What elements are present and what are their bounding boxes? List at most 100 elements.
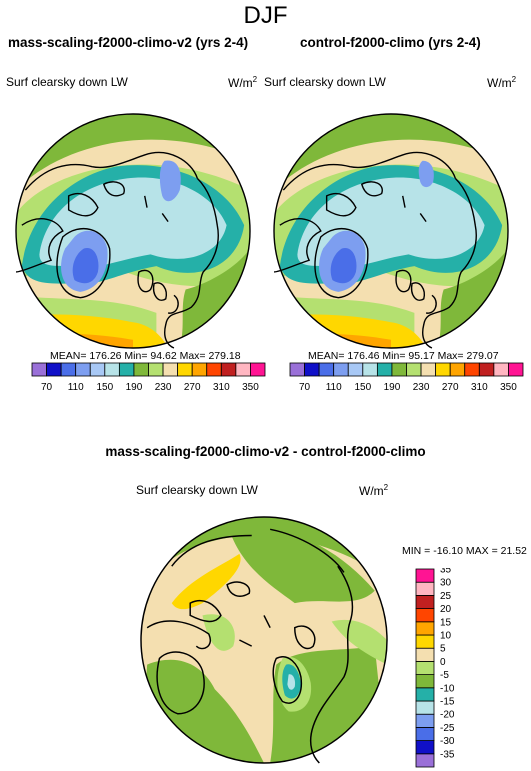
- colorbar-tick-label: 15: [440, 617, 452, 628]
- colorbar-swatch: [104, 362, 120, 377]
- map-field-zone: [202, 614, 235, 651]
- polar-map-test: [15, 113, 251, 349]
- map-field-zone: [227, 523, 375, 604]
- colorbar-tick-label: 70: [299, 382, 311, 393]
- colorbar-tick-label: -15: [440, 697, 455, 708]
- colorbar-swatch: [415, 687, 435, 702]
- colorbar-swatch: [415, 700, 435, 715]
- map-field-zone: [287, 674, 296, 690]
- colorbar-tick-label: 110: [68, 382, 84, 393]
- colorbar-swatch: [333, 362, 349, 377]
- colorbar-tick-label: 25: [440, 591, 452, 602]
- colorbar-tick-label: 70: [41, 382, 53, 393]
- colorbar-swatch: [250, 362, 266, 377]
- colorbar-swatch: [415, 621, 435, 636]
- colorbar-swatch: [206, 362, 222, 377]
- colorbar-swatch: [31, 362, 47, 377]
- colorbar-swatch: [415, 713, 435, 728]
- colorbar-swatch: [435, 362, 451, 377]
- colorbar-tick-label: 10: [440, 631, 452, 642]
- units-label-test: W/m2: [228, 75, 258, 90]
- colorbar-swatch: [376, 362, 393, 377]
- colorbar-swatch: [46, 362, 62, 377]
- map-field-zone: [16, 114, 250, 191]
- colorbar-tick-label: 35: [440, 568, 452, 576]
- colorbar-tick-label: 230: [155, 382, 172, 393]
- colorbar-swatch: [220, 362, 237, 377]
- colorbar-swatch: [415, 661, 435, 676]
- coastlines: [146, 528, 354, 764]
- colorbar-tick-label: 310: [213, 382, 230, 393]
- diff-panel-title: mass-scaling-f2000-climo-v2 - control-f2…: [105, 444, 426, 459]
- colorbar-tick-label: -10: [440, 683, 455, 694]
- colorbar-swatch: [415, 608, 435, 623]
- polar-map-control: [273, 113, 509, 349]
- colorbar-tick-label: 190: [126, 382, 143, 393]
- colorbar-swatch: [235, 362, 251, 377]
- colorbar-swatch: [415, 753, 435, 768]
- panel-title-test: mass-scaling-f2000-climo-v2 (yrs 2-4): [8, 35, 249, 50]
- polar-map-difference: [140, 516, 388, 764]
- colorbar-swatch: [420, 362, 437, 377]
- colorbar-swatch: [508, 362, 524, 377]
- colorbar-swatch: [133, 362, 149, 377]
- colorbar-tick-label: 20: [440, 604, 452, 615]
- colorbar-swatch: [415, 634, 435, 649]
- colorbar-swatch: [60, 362, 77, 377]
- units-label-control: W/m2: [487, 75, 517, 90]
- colorbar-swatch: [362, 362, 378, 377]
- colorbar-swatch: [191, 362, 208, 377]
- colorbar-tick-label: -5: [440, 670, 449, 681]
- colorbar-swatch: [415, 726, 435, 741]
- colorbar-tick-label: 30: [440, 578, 452, 589]
- colorbar-tick-label: 230: [413, 382, 430, 393]
- map-field-zone: [418, 160, 434, 188]
- colorbar-swatch: [415, 647, 435, 662]
- map-border: [15, 113, 251, 349]
- variable-label-control: Surf clearsky down LW: [264, 75, 386, 89]
- colorbar-swatch: [406, 362, 422, 377]
- colorbar-swatch: [391, 362, 407, 377]
- panel-title-control: control-f2000-climo (yrs 2-4): [300, 35, 481, 50]
- colorbar-tick-label: 270: [184, 382, 201, 393]
- colorbar-swatch: [493, 362, 509, 377]
- colorbar-tick-label: 150: [354, 382, 371, 393]
- stats-test: MEAN= 176.26 Min= 94.62 Max= 279.18: [50, 350, 241, 362]
- units-label-diff: W/m2: [359, 483, 389, 498]
- colorbar-test: 70 110 150 190 230 270 310 350: [31, 362, 266, 393]
- colorbar-swatch: [162, 362, 179, 377]
- variable-label-diff: Surf clearsky down LW: [136, 483, 258, 497]
- colorbar-swatch: [415, 581, 435, 596]
- colorbar-swatch: [177, 362, 193, 377]
- map-field-zone: [330, 248, 357, 284]
- colorbar-tick-label: -25: [440, 723, 455, 734]
- figure-title: DJF: [243, 2, 288, 29]
- colorbar-swatch: [415, 740, 435, 755]
- colorbar-tick-label: 150: [96, 382, 113, 393]
- colorbar-swatch: [478, 362, 495, 377]
- colorbar-tick-label: 270: [442, 382, 459, 393]
- colorbar-swatch: [118, 362, 135, 377]
- map-border: [140, 516, 388, 764]
- map-field-zone: [171, 553, 241, 610]
- colorbar-swatch: [415, 674, 435, 689]
- colorbar-swatch: [415, 594, 435, 609]
- colorbar-tick-label: 0: [440, 657, 446, 668]
- colorbar-tick-label: 310: [471, 382, 488, 393]
- map-field-zone: [274, 114, 508, 191]
- coastlines: [273, 151, 477, 349]
- colorbar-swatch: [304, 362, 320, 377]
- colorbar-swatch: [75, 362, 91, 377]
- map-border: [273, 113, 509, 349]
- colorbar-tick-label: -20: [440, 710, 455, 721]
- map-field-zone: [331, 619, 387, 665]
- colorbar-swatch: [449, 362, 466, 377]
- colorbar-swatch: [289, 362, 305, 377]
- map-field-zone: [141, 517, 387, 591]
- colorbar-tick-label: 5: [440, 644, 446, 655]
- map-field-zone: [72, 248, 99, 284]
- colorbar-swatch: [347, 362, 364, 377]
- colorbar-swatch: [148, 362, 164, 377]
- colorbar-control: 70 110 150 190 230 270 310 350: [289, 362, 524, 393]
- colorbar-tick-label: 350: [500, 382, 517, 393]
